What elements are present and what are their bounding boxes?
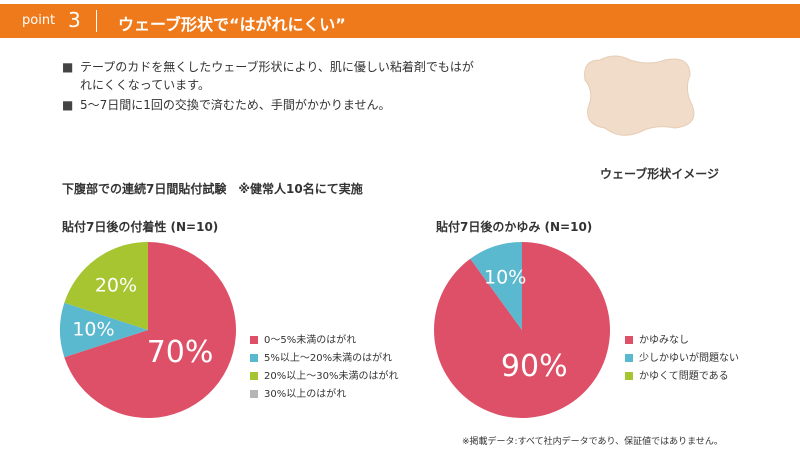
pie-slice bbox=[64, 242, 148, 330]
pie-slice bbox=[64, 242, 236, 418]
legend-swatch bbox=[625, 372, 633, 380]
value-label: 10% bbox=[72, 319, 114, 341]
value-label: 70% bbox=[147, 335, 214, 370]
bullet: 5～7日間に1回の交換で済むため、手間がかかりません。 bbox=[80, 98, 391, 112]
chart-title: 貼付7日後のかゆみ (N=10) bbox=[436, 220, 593, 234]
legend-label: 少しかゆいが問題ない bbox=[639, 351, 739, 364]
legend-swatch bbox=[625, 336, 633, 344]
legend-label: かゆみなし bbox=[639, 334, 689, 346]
bullet: テープのカドを無くしたウェーブ形状により、肌に優しい粘着剤でもはがれにくくなって… bbox=[80, 60, 474, 92]
legend-swatch bbox=[250, 390, 258, 398]
pie-slice bbox=[434, 242, 611, 419]
legend-swatch bbox=[625, 354, 633, 362]
wave-patch-image bbox=[584, 55, 695, 136]
header-bar bbox=[0, 4, 800, 38]
chart-title: 貼付7日後の付着性 (N=10) bbox=[62, 220, 219, 234]
header-divider bbox=[96, 10, 97, 32]
value-label: 20% bbox=[95, 274, 137, 296]
header-number: 3 bbox=[68, 8, 81, 32]
image-caption: ウェーブ形状イメージ bbox=[600, 167, 720, 181]
legend-label: 30%以上のはがれ bbox=[264, 387, 346, 400]
pie-slice bbox=[470, 242, 522, 330]
legend-label: 20%以上～30%未満のはがれ bbox=[264, 369, 398, 382]
legend-swatch bbox=[250, 354, 258, 362]
legend-label: かゆくて問題である bbox=[639, 370, 729, 382]
note: ※掲載データ:すべて社内データであり、保証値ではありません。 bbox=[462, 437, 723, 447]
header-title: ウェーブ形状で“はがれにくい” bbox=[118, 15, 346, 34]
value-label: 90% bbox=[501, 349, 568, 384]
pie-slice bbox=[60, 302, 148, 358]
legend-swatch bbox=[250, 336, 258, 344]
value-label: 10% bbox=[484, 267, 526, 289]
header-tag: point bbox=[22, 13, 56, 28]
legend-swatch bbox=[250, 372, 258, 380]
bullet-mark: ■ bbox=[62, 98, 74, 112]
bullet-mark: ■ bbox=[62, 60, 74, 74]
legend-label: 0～5%未満のはがれ bbox=[264, 333, 356, 346]
test-title: 下腹部での連続7日間貼付試験 ※健常人10名にて実施 bbox=[62, 182, 363, 196]
legend-label: 5%以上～20%未満のはがれ bbox=[264, 351, 392, 364]
